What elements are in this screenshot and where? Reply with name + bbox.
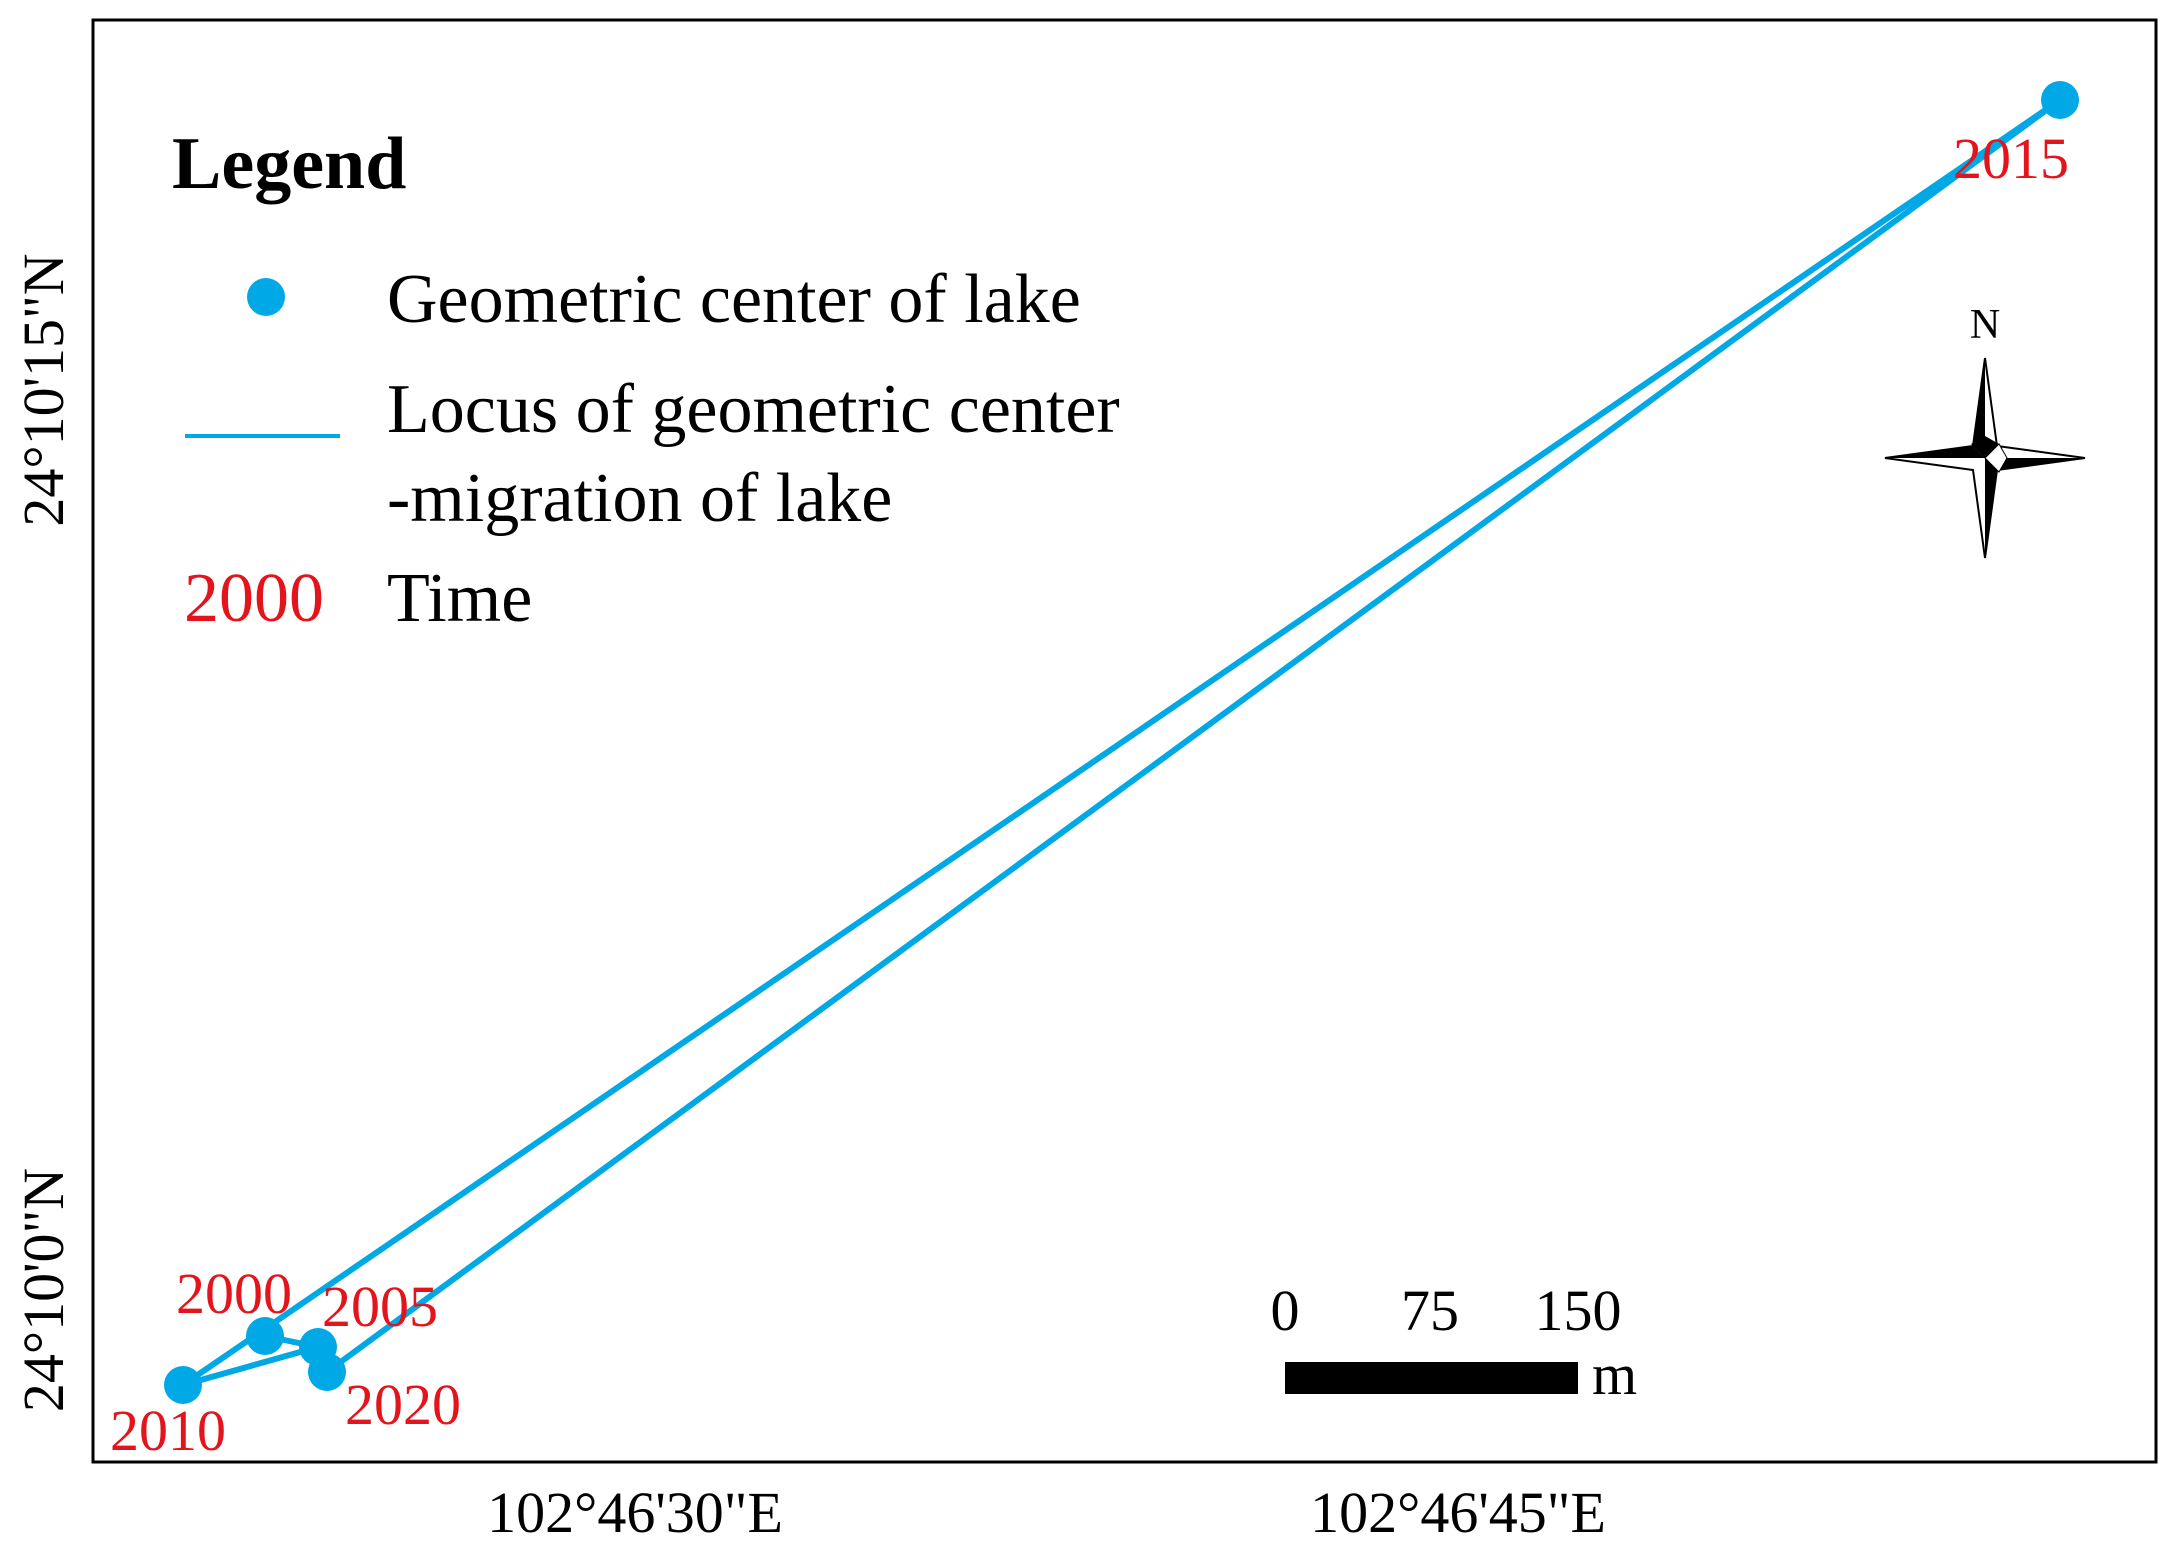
lake-center-point-2015	[2041, 81, 2079, 119]
scale-label-0: 0	[1271, 1278, 1300, 1343]
map-frame	[91, 18, 2158, 1464]
scale-unit: m	[1592, 1342, 1637, 1407]
lake-center-point-2000	[246, 1317, 284, 1355]
lake-center-point-2010	[164, 1366, 202, 1404]
year-label-2005: 2005	[322, 1274, 438, 1339]
lake-center-point-2020	[308, 1353, 346, 1391]
scale-bar-bar	[1285, 1362, 1578, 1394]
legend-time-sample: 2000	[184, 560, 324, 637]
scale-bar: 0 75 150 m	[1271, 1278, 1638, 1407]
legend-title: Legend	[172, 123, 406, 205]
year-label-2010: 2010	[110, 1398, 226, 1463]
scale-label-75: 75	[1401, 1278, 1459, 1343]
y-tick-label-1: 24°10'15"N	[11, 253, 76, 526]
north-arrow: N	[1884, 302, 2086, 559]
legend-time-label: Time	[387, 560, 532, 637]
legend-line-label-1: Locus of geometric center	[387, 371, 1120, 448]
x-tick-label-1: 102°46'30"E	[487, 1480, 783, 1545]
y-tick-label-2: 24°10'0"N	[11, 1168, 76, 1412]
year-label-2020: 2020	[345, 1372, 461, 1437]
legend: Legend Geometric center of lake Locus of…	[172, 123, 1120, 637]
year-labels-layer: 2000 2005 2010 2015 2020	[110, 126, 2069, 1463]
locus-segment-2015-2020	[324, 97, 2063, 1375]
year-label-2015: 2015	[1953, 126, 2069, 191]
north-arrow-icon	[1884, 357, 2086, 559]
points-layer	[164, 81, 2079, 1404]
locus-segment-2010-2015	[180, 97, 2063, 1388]
year-label-2000: 2000	[176, 1261, 292, 1326]
legend-line-label-2: -migration of lake	[387, 460, 892, 537]
legend-point-symbol-icon	[247, 278, 285, 316]
scale-label-150: 150	[1535, 1278, 1622, 1343]
locus-segment-2005-2010	[180, 1344, 321, 1388]
legend-point-label: Geometric center of lake	[387, 261, 1081, 338]
north-arrow-label: N	[1970, 302, 2000, 348]
x-tick-label-2: 102°46'45"E	[1310, 1480, 1606, 1545]
